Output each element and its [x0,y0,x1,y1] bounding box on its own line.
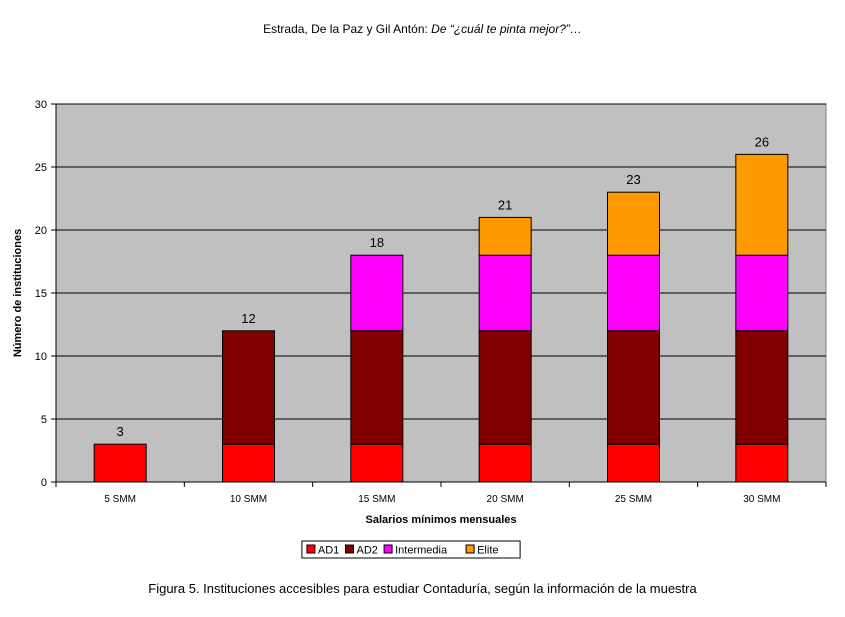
bar-ad1-4 [478,443,532,483]
bar-total-label: 18 [370,235,384,250]
x-tick-label: 5 SMM [104,494,136,505]
y-tick-label: 5 [41,414,47,426]
bar-ad2-6 [735,330,789,445]
bar-ad1-5 [607,443,660,483]
bar-total-label: 12 [241,311,255,326]
bar-intermedia-6 [735,254,789,332]
bar-ad2-5 [607,330,660,445]
legend-label-elite: Elite [477,545,498,557]
bar-total-label: 3 [117,424,124,439]
y-tick-label: 0 [41,477,47,489]
legend-label-ad1: AD1 [318,545,339,557]
x-tick-label: 30 SMM [743,494,780,505]
legend-swatch-intermedia [383,544,393,554]
bar-intermedia-3 [350,254,404,332]
x-tick-label: 15 SMM [358,494,395,505]
bar-total-label: 26 [755,134,769,149]
header-authors: Estrada, De la Paz y Gil Antón: [263,22,432,36]
y-tick-label: 15 [35,288,47,300]
bar-ad2-3 [350,330,404,445]
legend-swatch-ad2 [345,544,354,554]
legend-label-intermedia: Intermedia [395,545,448,557]
y-tick-label: 30 [35,99,47,111]
bar-total-label: 23 [626,172,640,187]
page-header: Estrada, De la Paz y Gil Antón: De “¿cuá… [0,22,845,36]
bar-ad1-3 [350,443,404,483]
bar-intermedia-5 [607,254,660,332]
bar-total-label: 21 [498,197,512,212]
x-tick-label: 20 SMM [487,494,524,505]
y-tick-label: 20 [35,225,47,237]
legend-swatch-ad1 [306,544,316,554]
legend-label-ad2: AD2 [357,545,378,557]
y-axis-title: Número de instituciones [12,229,24,357]
bar-ad1-1 [93,443,147,483]
x-tick-label: 10 SMM [230,494,267,505]
y-tick-label: 25 [35,162,47,174]
bar-elite-4 [478,216,532,256]
legend-box [301,540,521,559]
x-axis-title: Salarios mínimos mensuales [365,514,516,526]
bar-elite-5 [607,191,660,256]
bar-intermedia-4 [478,254,532,332]
header-title: De “¿cuál te pinta mejor?”… [431,22,582,36]
bar-ad1-2 [222,443,275,483]
y-tick-label: 10 [35,351,47,363]
bar-ad2-2 [222,330,275,445]
figure-caption: Figura 5. Instituciones accesibles para … [148,581,697,596]
bar-elite-6 [735,153,789,256]
x-tick-label: 25 SMM [615,494,652,505]
bar-ad2-4 [478,330,532,445]
bar-ad1-6 [735,443,789,483]
legend-swatch-elite [465,544,475,554]
